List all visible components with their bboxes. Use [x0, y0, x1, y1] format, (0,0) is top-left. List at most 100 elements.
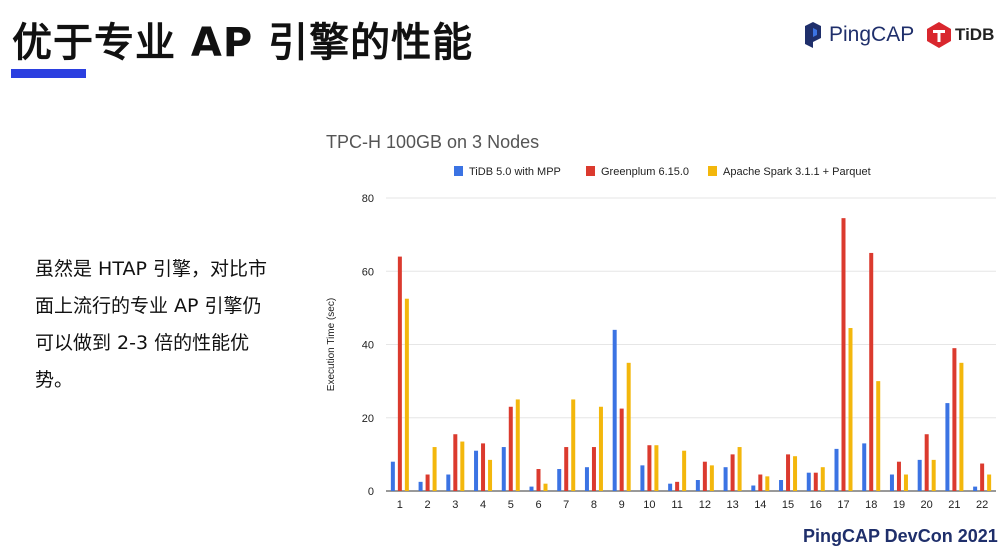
bar-3-q14 — [765, 476, 770, 491]
bar-3-q4 — [488, 459, 493, 491]
bar-2-q15 — [786, 454, 791, 491]
y-tick-label: 60 — [362, 266, 374, 278]
bar-1-q22 — [973, 486, 978, 491]
x-tick-label: 17 — [837, 499, 849, 511]
bar-3-q10 — [654, 445, 659, 491]
chart-title: TPC-H 100GB on 3 Nodes — [326, 132, 539, 152]
bar-3-q5 — [515, 399, 520, 491]
bar-3-q19 — [903, 474, 908, 491]
bar-2-q13 — [730, 454, 735, 491]
bar-3-q7 — [571, 399, 576, 491]
bar-1-q13 — [723, 467, 728, 491]
bar-chart: TPC-H 100GB on 3 Nodes TiDB 5.0 with MPP… — [326, 132, 996, 511]
x-tick-label: 8 — [591, 499, 597, 511]
bar-1-q1 — [390, 461, 395, 491]
bar-1-q8 — [584, 467, 589, 491]
bar-3-q21 — [959, 362, 964, 491]
tidb-logo-icon — [927, 22, 951, 48]
x-tick-label: 22 — [976, 499, 988, 511]
x-tick-label: 14 — [754, 499, 766, 511]
chart-legend: TiDB 5.0 with MPP Greenplum 6.15.0 Apache … — [454, 166, 871, 178]
chart-y-axis-label: Execution Time (sec) — [326, 298, 337, 391]
bar-1-q9 — [612, 329, 617, 491]
bar-1-q12 — [695, 480, 700, 491]
chart-x-axis: 1 2 3 4 5 6 7 8 9 10 11 12 13 14 15 16 17 18 19 20 21 22 — [397, 499, 988, 511]
chart-bars — [390, 218, 992, 492]
bar-1-q14 — [751, 485, 756, 491]
bar-2-q20 — [924, 434, 929, 491]
tidb-logo: TiDB — [927, 22, 994, 48]
x-tick-label: 12 — [699, 499, 711, 511]
bar-2-q10 — [647, 445, 652, 491]
pingcap-logo-icon — [805, 22, 821, 48]
bar-3-q6 — [543, 483, 548, 491]
bar-2-q2 — [425, 474, 430, 491]
bar-3-q9 — [626, 362, 631, 491]
title-accent-bar — [11, 69, 86, 78]
x-tick-label: 2 — [425, 499, 431, 511]
bar-2-q16 — [813, 472, 818, 491]
bar-2-q4 — [481, 443, 486, 491]
x-tick-label: 16 — [810, 499, 822, 511]
legend-label: TiDB 5.0 with MPP — [469, 166, 561, 178]
x-tick-label: 10 — [643, 499, 655, 511]
x-tick-label: 11 — [671, 499, 682, 511]
bar-2-q9 — [619, 408, 624, 491]
bar-3-q13 — [737, 447, 742, 491]
bar-1-q3 — [446, 474, 451, 491]
bar-2-q6 — [536, 469, 541, 491]
bar-2-q21 — [952, 348, 957, 491]
description-text: 虽然是 HTAP 引擎，对比市面上流行的专业 AP 引擎仍可以做到 2-3 倍的… — [35, 258, 267, 391]
bar-3-q17 — [848, 328, 853, 491]
bar-2-q17 — [841, 218, 846, 492]
bar-1-q4 — [474, 450, 479, 491]
bar-1-q17 — [834, 448, 839, 491]
legend-swatch — [708, 166, 717, 176]
bar-1-q10 — [640, 465, 645, 491]
bar-3-q22 — [987, 474, 992, 491]
x-tick-label: 18 — [865, 499, 877, 511]
x-tick-label: 3 — [452, 499, 458, 511]
x-tick-label: 21 — [948, 499, 960, 511]
bar-2-q8 — [591, 447, 596, 491]
x-tick-label: 19 — [893, 499, 905, 511]
bar-2-q14 — [758, 474, 763, 491]
x-tick-label: 4 — [480, 499, 486, 511]
bar-2-q3 — [453, 434, 458, 491]
bar-1-q15 — [779, 480, 784, 491]
bar-2-q12 — [702, 461, 707, 491]
pingcap-logo: PingCAP — [803, 22, 914, 48]
y-tick-label: 20 — [362, 413, 374, 425]
legend-swatch — [586, 166, 595, 176]
bar-1-q18 — [862, 443, 867, 491]
x-tick-label: 20 — [921, 499, 933, 511]
bar-2-q5 — [508, 406, 513, 491]
bar-3-q2 — [432, 447, 437, 491]
x-tick-label: 5 — [508, 499, 514, 511]
x-tick-label: 13 — [726, 499, 738, 511]
x-tick-label: 9 — [619, 499, 625, 511]
bar-3-q15 — [793, 456, 798, 491]
bar-2-q11 — [675, 481, 680, 491]
tidb-logo-text: TiDB — [955, 25, 995, 44]
chart-grid: 0 20 40 60 80 — [362, 193, 996, 498]
slide-title: 优于专业 AP 引擎的性能 — [12, 20, 474, 66]
bar-3-q20 — [931, 459, 936, 491]
bar-2-q1 — [397, 256, 402, 491]
legend-swatch — [454, 166, 463, 176]
pingcap-logo-text: PingCAP — [829, 23, 915, 46]
x-tick-label: 15 — [782, 499, 794, 511]
bar-3-q16 — [820, 467, 825, 491]
bar-1-q7 — [557, 469, 562, 491]
y-tick-label: 0 — [368, 486, 374, 498]
bar-1-q16 — [806, 472, 811, 491]
bar-3-q18 — [876, 381, 881, 491]
bar-2-q18 — [869, 252, 874, 491]
bar-1-q21 — [945, 403, 950, 491]
bar-1-q6 — [529, 486, 534, 491]
bar-3-q1 — [404, 298, 409, 491]
bar-1-q19 — [889, 474, 894, 491]
bar-1-q20 — [917, 459, 922, 491]
footer-event-name: PingCAP DevCon 2021 — [803, 526, 998, 546]
y-tick-label: 40 — [362, 340, 374, 352]
